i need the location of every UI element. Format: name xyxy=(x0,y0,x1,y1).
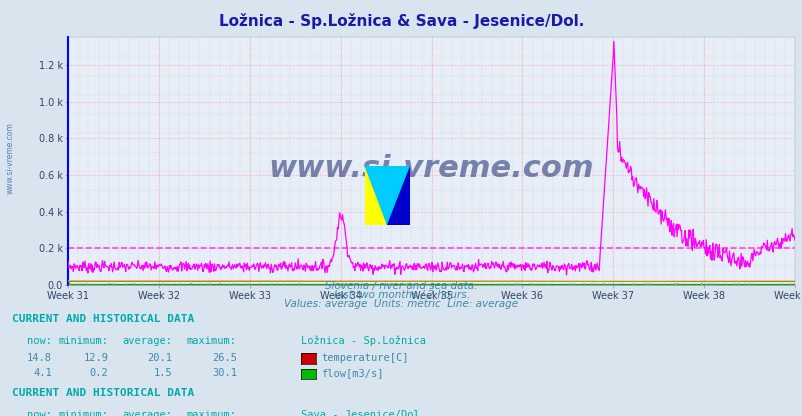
Text: maximum:: maximum: xyxy=(187,336,237,346)
Polygon shape xyxy=(365,166,409,225)
Text: 0.2: 0.2 xyxy=(90,368,108,378)
Text: Ložnica - Sp.Ložnica: Ložnica - Sp.Ložnica xyxy=(301,336,426,346)
Text: Ložnica - Sp.Ložnica & Sava - Jesenice/Dol.: Ložnica - Sp.Ložnica & Sava - Jesenice/D… xyxy=(218,13,584,29)
Text: www.si-vreme.com: www.si-vreme.com xyxy=(269,154,593,183)
Text: 14.8: 14.8 xyxy=(27,353,52,363)
Text: average:: average: xyxy=(123,410,172,416)
Text: CURRENT AND HISTORICAL DATA: CURRENT AND HISTORICAL DATA xyxy=(12,388,194,398)
Text: minimum:: minimum: xyxy=(59,410,108,416)
Text: 12.9: 12.9 xyxy=(83,353,108,363)
Text: last two months / 2 hours.: last two months / 2 hours. xyxy=(333,290,469,300)
Text: 30.1: 30.1 xyxy=(212,368,237,378)
Text: maximum:: maximum: xyxy=(187,410,237,416)
Text: Slovenia / river and sea data.: Slovenia / river and sea data. xyxy=(325,281,477,291)
Text: now:: now: xyxy=(27,336,52,346)
Text: temperature[C]: temperature[C] xyxy=(321,353,408,363)
Text: Sava - Jesenice/Dol.: Sava - Jesenice/Dol. xyxy=(301,410,426,416)
Text: 1.5: 1.5 xyxy=(154,368,172,378)
Text: 26.5: 26.5 xyxy=(212,353,237,363)
Polygon shape xyxy=(387,166,409,225)
Text: minimum:: minimum: xyxy=(59,336,108,346)
Text: now:: now: xyxy=(27,410,52,416)
Text: www.si-vreme.com: www.si-vreme.com xyxy=(6,122,15,194)
Text: 4.1: 4.1 xyxy=(34,368,52,378)
Text: 20.1: 20.1 xyxy=(148,353,172,363)
Text: flow[m3/s]: flow[m3/s] xyxy=(321,368,383,378)
Text: average:: average: xyxy=(123,336,172,346)
Text: Values: average  Units: metric  Line: average: Values: average Units: metric Line: aver… xyxy=(284,300,518,310)
Text: CURRENT AND HISTORICAL DATA: CURRENT AND HISTORICAL DATA xyxy=(12,314,194,324)
Polygon shape xyxy=(365,166,387,225)
